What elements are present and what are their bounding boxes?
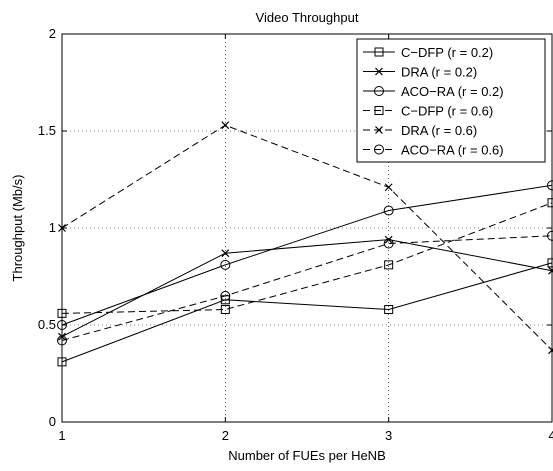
series-group-circle-solid bbox=[58, 181, 553, 330]
series-group-x-solid bbox=[59, 236, 553, 340]
y-tick-label: 0.5 bbox=[38, 317, 56, 332]
series-line bbox=[62, 263, 552, 362]
x-tick-label: 1 bbox=[58, 428, 65, 443]
x-axis-label: Number of FUEs per HeNB bbox=[228, 448, 386, 463]
series-line bbox=[62, 203, 552, 314]
legend-label: ACO−RA (r = 0.6) bbox=[401, 143, 504, 158]
x-marker bbox=[385, 184, 392, 191]
legend-label: DRA (r = 0.2) bbox=[401, 65, 477, 80]
y-axis-label: Throughput (Mb/s) bbox=[10, 175, 25, 282]
series-group-square-solid bbox=[58, 259, 553, 366]
y-tick-label: 2 bbox=[49, 26, 56, 41]
x-tick-label: 2 bbox=[222, 428, 229, 443]
legend-label: DRA (r = 0.6) bbox=[401, 123, 477, 138]
y-tick-label: 0 bbox=[49, 414, 56, 429]
legend-label: C−DFP (r = 0.6) bbox=[401, 104, 493, 119]
x-tick-label: 4 bbox=[548, 428, 553, 443]
x-tick-label: 3 bbox=[385, 428, 392, 443]
series-line bbox=[62, 185, 552, 325]
legend-label: C−DFP (r = 0.2) bbox=[401, 45, 493, 60]
y-tick-label: 1.5 bbox=[38, 123, 56, 138]
chart-title: Video Throughput bbox=[256, 10, 359, 25]
series-line bbox=[62, 240, 552, 337]
legend-label: ACO−RA (r = 0.2) bbox=[401, 84, 504, 99]
legend: C−DFP (r = 0.2) DRA (r = 0.2) ACO−RA (r = … bbox=[357, 39, 545, 162]
y-tick-label: 1 bbox=[49, 220, 56, 235]
